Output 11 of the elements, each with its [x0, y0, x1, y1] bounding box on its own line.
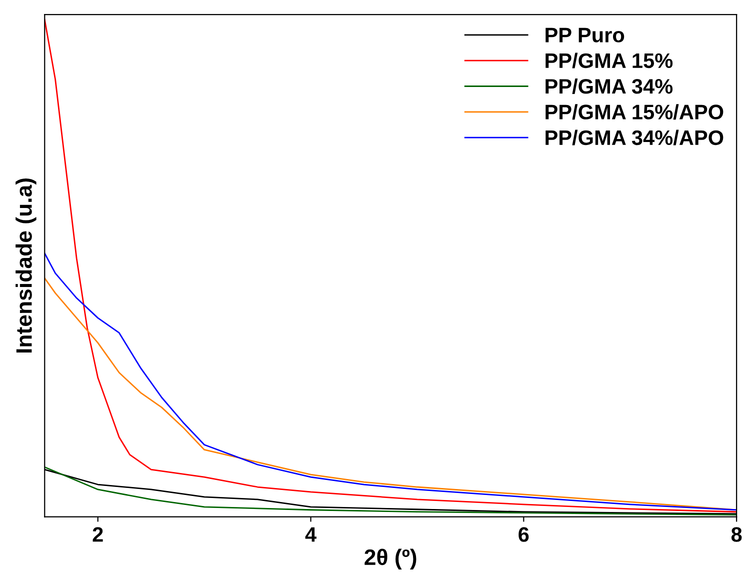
x-tick-label: 2 [92, 527, 103, 542]
x-axis-title: 2θ (º) [364, 548, 416, 570]
legend-label: PP Puro [546, 28, 624, 42]
x-tick-label: 4 [305, 527, 316, 542]
legend-label: PP/GMA 34%/APO [546, 130, 724, 146]
legend-label: PP/GMA 15%/APO [546, 104, 724, 120]
legend-label: PP/GMA 15% [546, 52, 673, 68]
x-tick-label: 8 [731, 527, 742, 542]
y-axis-title: Intensidade (u.a) [16, 178, 36, 353]
x-tick-label: 6 [518, 527, 529, 542]
legend-label: PP/GMA 34% [546, 78, 673, 94]
